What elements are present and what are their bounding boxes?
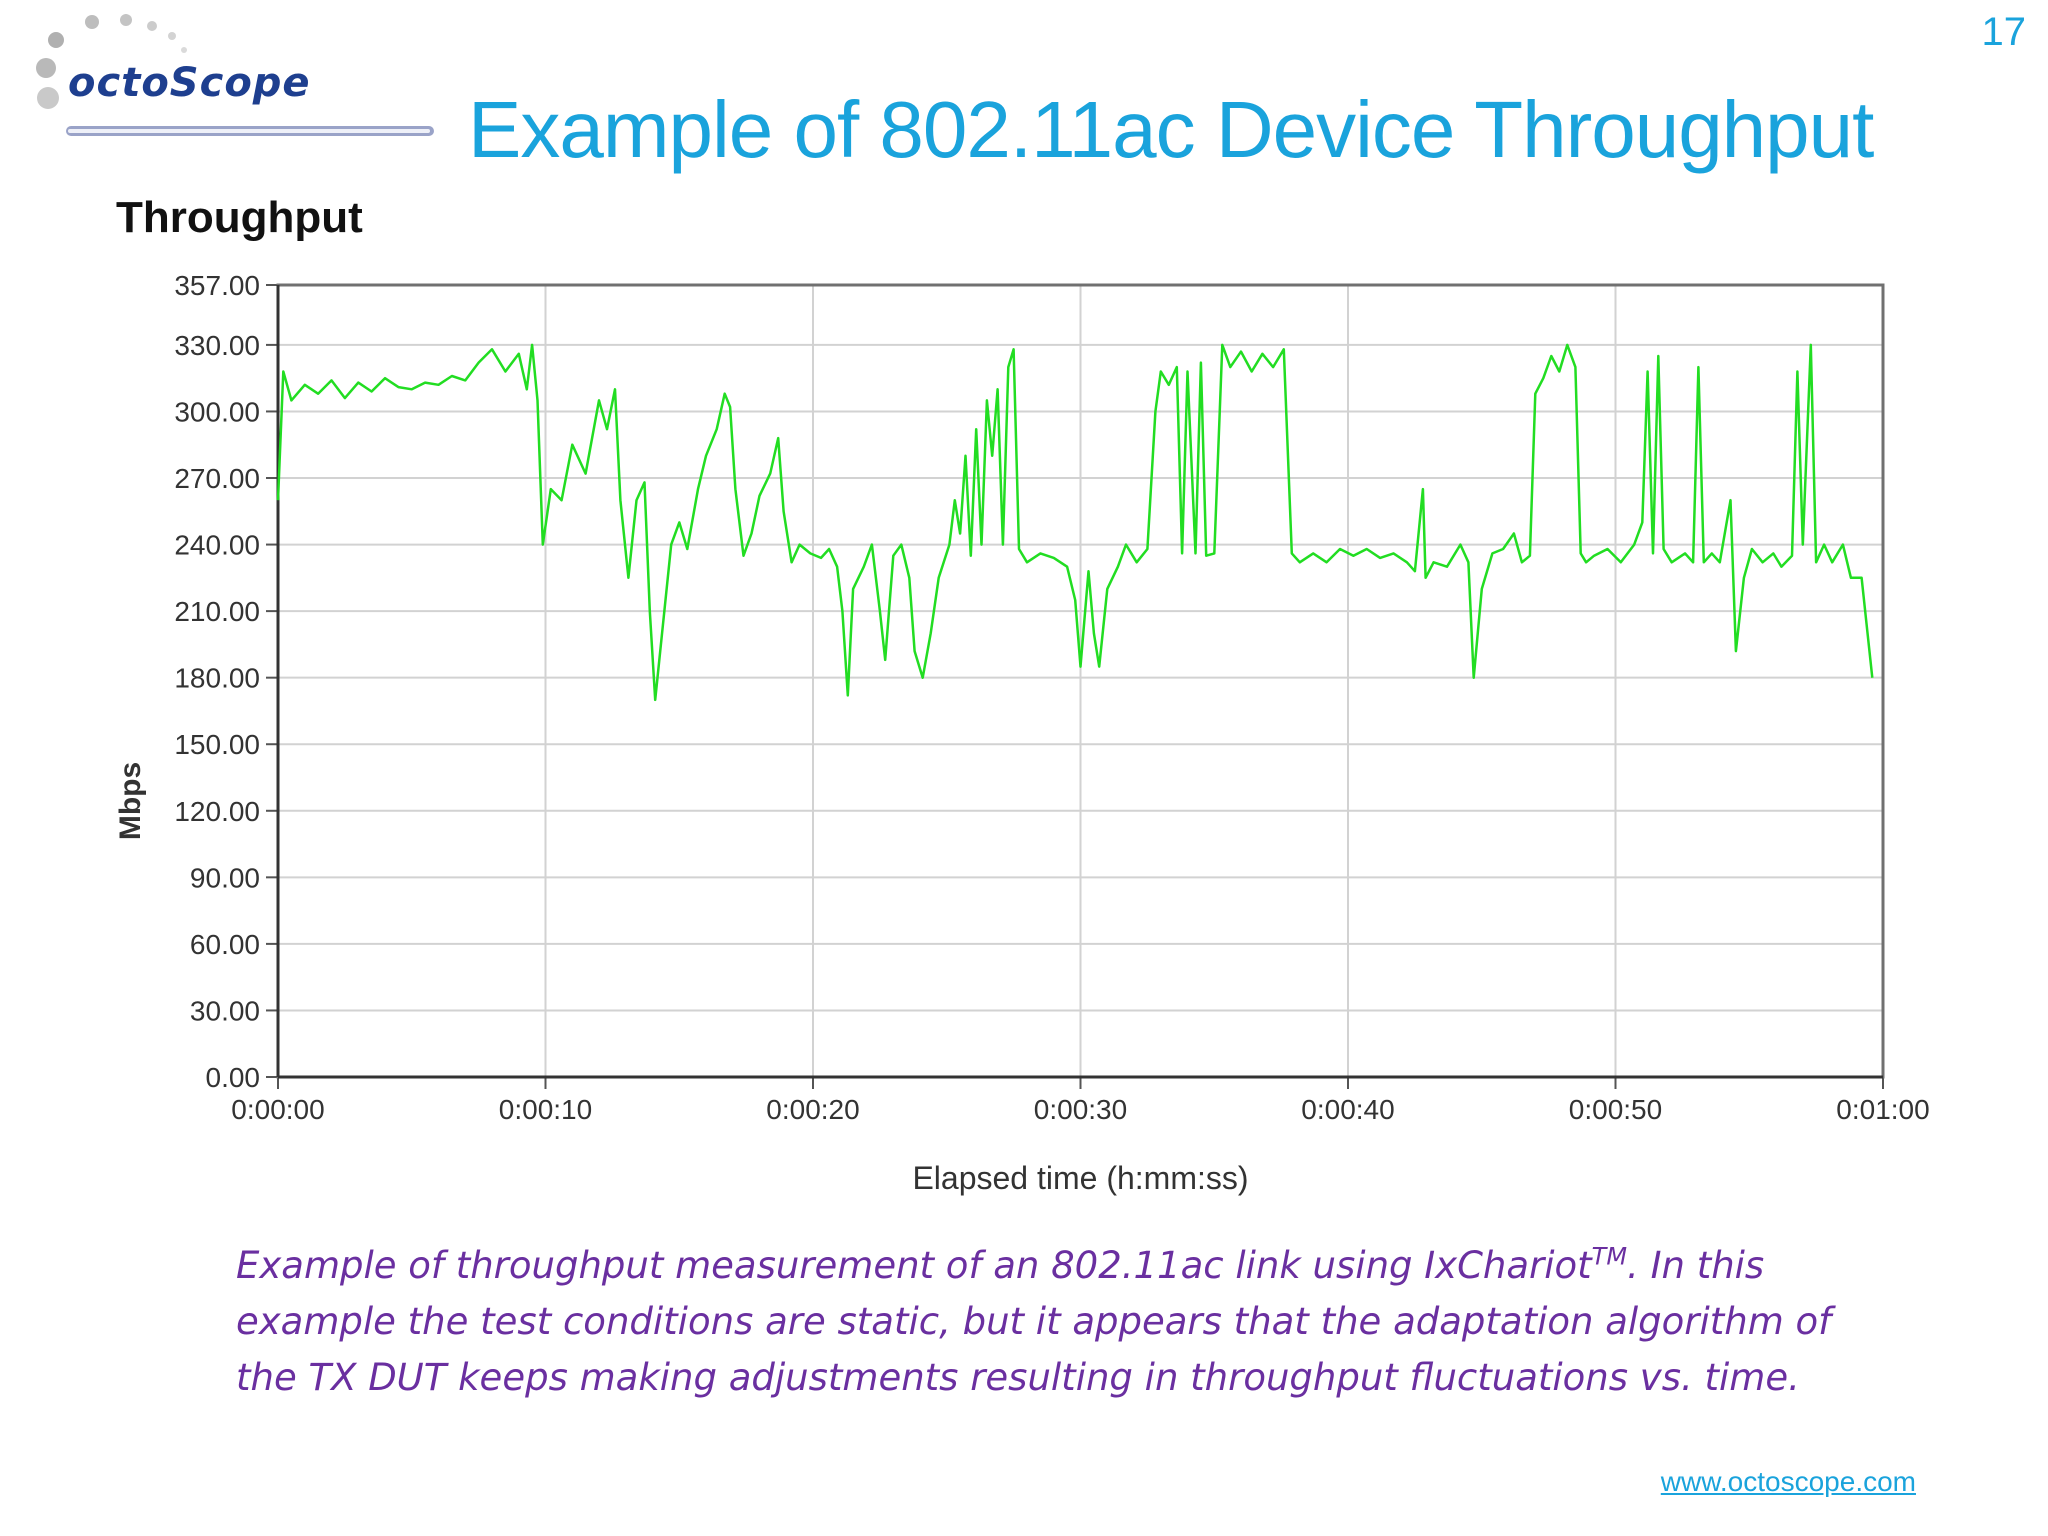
logo-text: octoScope — [68, 60, 311, 106]
slide-number: 17 — [1981, 10, 2027, 54]
x-tick-label: 0:00:10 — [499, 1094, 592, 1125]
y-tick-label: 60.00 — [190, 929, 260, 960]
caption: Example of throughput measurement of an … — [236, 1238, 1876, 1406]
caption-text: Example of throughput measurement of an … — [236, 1244, 1592, 1287]
chart-title: Throughput — [116, 193, 363, 242]
y-tick-label: 120.00 — [174, 796, 260, 827]
logo-graphic — [36, 14, 434, 136]
x-tick-label: 0:01:00 — [1836, 1094, 1929, 1125]
trademark-mark: TM — [1591, 1242, 1628, 1271]
y-tick-label: 30.00 — [190, 995, 260, 1026]
y-tick-label: 357.00 — [174, 270, 260, 301]
y-tick-label: 180.00 — [174, 663, 260, 694]
x-tick-label: 0:00:40 — [1301, 1094, 1394, 1125]
footer-link[interactable]: www.octoscope.com — [1660, 1466, 1916, 1497]
x-tick-label: 0:00:20 — [766, 1094, 859, 1125]
y-tick-label: 330.00 — [174, 330, 260, 361]
throughput-chart: 0.00 30.00 60.00 90.00 120.00 150.00 180.00 210… — [88, 180, 1968, 1210]
slide-title: Example of 802.11ac Device Throughput — [468, 85, 1874, 174]
throughput-series-line — [276, 343, 1874, 702]
y-tick-label: 150.00 — [174, 729, 260, 760]
octoscope-logo: octoScope — [28, 8, 448, 148]
y-tick-label: 300.00 — [174, 396, 260, 427]
caption-text-continued: . In this example the test conditions ar… — [236, 1244, 1832, 1399]
x-axis-label: Elapsed time (h:mm:ss) — [912, 1160, 1248, 1196]
y-tick-label: 0.00 — [206, 1062, 261, 1093]
x-tick-label: 0:00:30 — [1034, 1094, 1127, 1125]
y-tick-label: 270.00 — [174, 463, 260, 494]
y-tick-label: 240.00 — [174, 530, 260, 561]
y-tick-label: 210.00 — [174, 596, 260, 627]
x-tick-label: 0:00:00 — [231, 1094, 324, 1125]
chart-svg: 0.00 30.00 60.00 90.00 120.00 150.00 180.00 210… — [114, 193, 1930, 1196]
x-tick-label: 0:00:50 — [1569, 1094, 1662, 1125]
y-tick-label: 90.00 — [190, 862, 260, 893]
y-axis-label: Mbps — [114, 762, 147, 840]
